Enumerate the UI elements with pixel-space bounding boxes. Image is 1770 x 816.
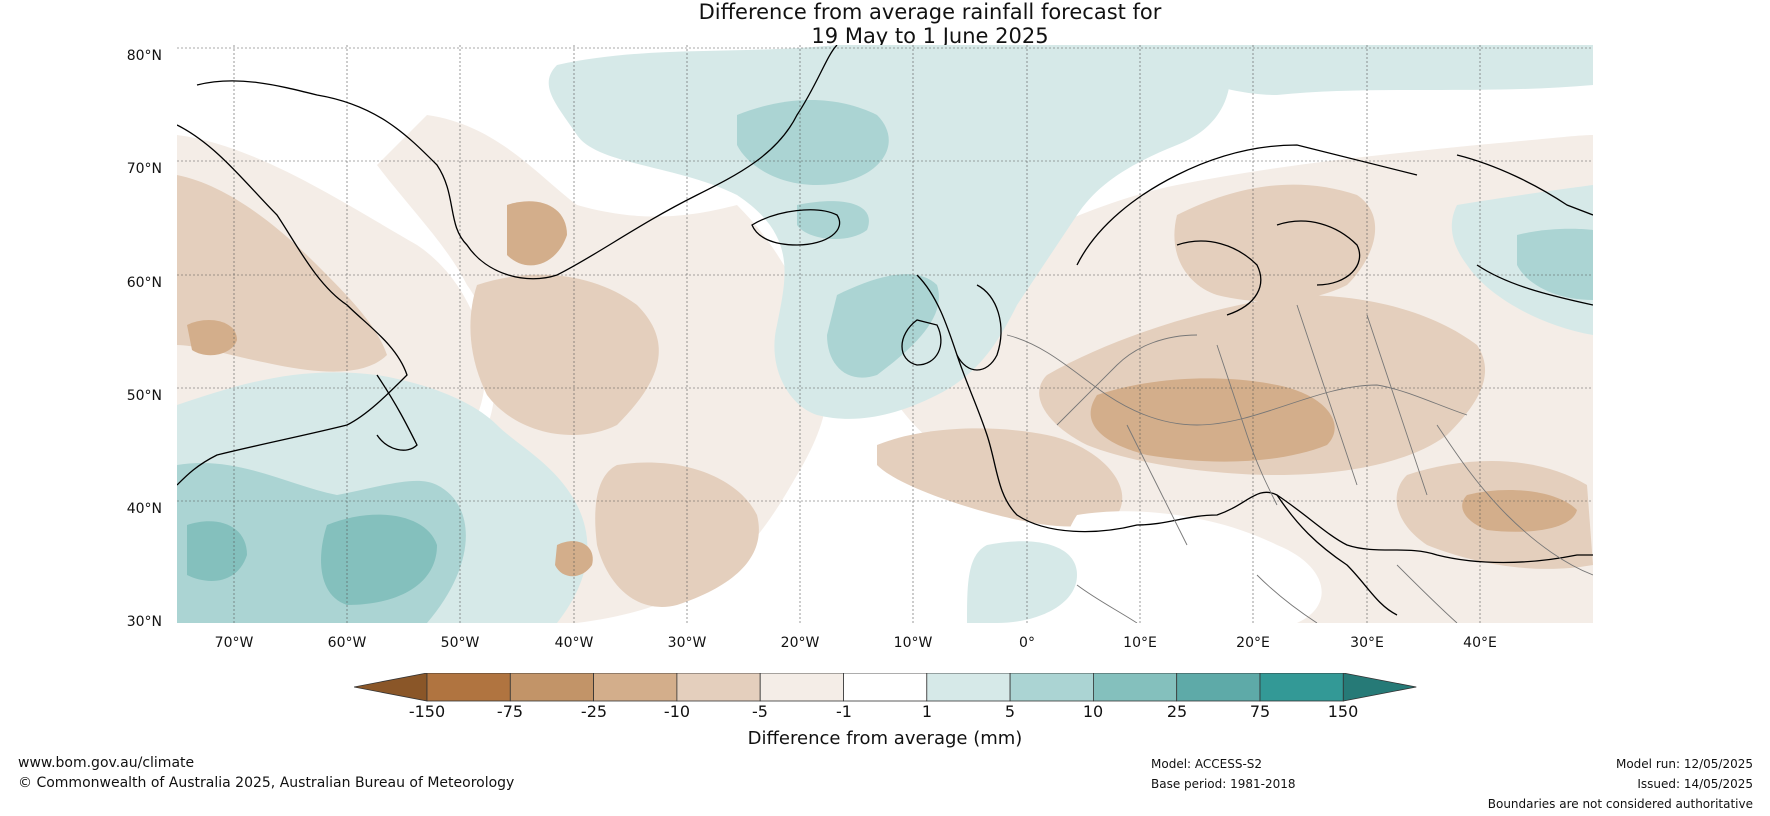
rainfall-map — [177, 45, 1593, 623]
lat-label-40: 40°N — [126, 501, 162, 517]
boundaries-disclaimer: Boundaries are not considered authoritat… — [1487, 797, 1753, 811]
model-run: Model run: 12/05/2025 — [1615, 757, 1753, 771]
colorbar-swatch — [759, 672, 844, 702]
colorbar-swatch — [426, 672, 511, 702]
colorbar-tick: -10 — [663, 702, 691, 721]
website-link[interactable]: www.bom.gov.au/climate — [18, 755, 195, 771]
lon-label-20w: 20°W — [780, 635, 820, 651]
contour-brown-canada-core — [187, 320, 237, 356]
colorbar-tick: -75 — [496, 702, 524, 721]
lon-label-50w: 50°W — [440, 635, 480, 651]
colorbar-swatch-max — [1342, 672, 1417, 702]
map-svg — [177, 45, 1593, 623]
colorbar-tick: -5 — [752, 702, 768, 721]
lon-label-30w: 30°W — [667, 635, 707, 651]
colorbar-swatch — [1009, 672, 1094, 702]
lon-label-20e: 20°E — [1236, 635, 1270, 651]
contour-teal-north-atlantic — [548, 45, 1231, 419]
contour-white-mediterranean — [1062, 511, 1322, 623]
title-line-1: Difference from average rainfall forecas… — [698, 0, 1162, 24]
colorbar-label: Difference from average (mm) — [747, 728, 1023, 749]
colorbar-swatch — [1259, 672, 1344, 702]
lat-label-70: 70°N — [126, 161, 162, 177]
contour-teal-us-east-core — [321, 514, 437, 605]
colorbar-swatch — [1093, 672, 1178, 702]
contour-brown-turkey-core — [1462, 490, 1577, 532]
colorbar-tick: -1 — [836, 702, 852, 721]
contour-brown-greenland-south — [507, 201, 567, 266]
lon-label-60w: 60°W — [327, 635, 367, 651]
issued-date: Issued: 14/05/2025 — [1637, 777, 1753, 791]
lat-label-50: 50°N — [126, 388, 162, 404]
contour-brown-iberia — [877, 428, 1123, 527]
contour-teal-russia-core — [1517, 228, 1593, 300]
base-period: Base period: 1981-2018 — [1151, 777, 1296, 791]
colorbar — [353, 672, 1418, 707]
contour-brown-canada — [177, 175, 387, 372]
colorbar-tick: -150 — [408, 702, 446, 721]
contour-teal-north-atlantic-mid — [737, 100, 889, 185]
colorbar-swatch — [509, 672, 595, 702]
colorbar-swatch-min — [353, 672, 428, 702]
map-title: Difference from average rainfall forecas… — [0, 0, 1770, 48]
contour-teal-north-africa — [967, 541, 1077, 623]
colorbar-tick: -25 — [580, 702, 608, 721]
colorbar-swatch — [1176, 672, 1261, 702]
colorbar-tick: 150 — [1327, 702, 1359, 721]
country-borders — [1006, 304, 1593, 623]
model-name: Model: ACCESS-S2 — [1151, 757, 1263, 771]
lat-label-60: 60°N — [126, 275, 162, 291]
coastlines — [177, 45, 1593, 616]
colorbar-swatch — [676, 672, 761, 702]
contour-teal-arctic — [1157, 45, 1593, 95]
colorbar-swatch — [593, 672, 678, 702]
lon-label-0: 0° — [1019, 635, 1035, 651]
colorbar-tick: 10 — [1082, 702, 1104, 721]
map-gridlines — [177, 45, 1593, 623]
lon-label-10w: 10°W — [893, 635, 933, 651]
lon-label-30e: 30°E — [1350, 635, 1384, 651]
colorbar-tick: 75 — [1249, 702, 1271, 721]
colorbar-tick: 5 — [1004, 702, 1016, 721]
contour-teal-west-uk — [827, 274, 939, 378]
colorbar-swatch — [843, 672, 928, 702]
contour-brown-atlantic-mid — [470, 274, 659, 435]
contour-brown-azores — [595, 462, 759, 607]
colorbar-tick: 1 — [921, 702, 933, 721]
lon-label-10e: 10°E — [1123, 635, 1157, 651]
colorbar-tick: 25 — [1166, 702, 1188, 721]
contour-brown-central-europe-mid — [1090, 378, 1335, 462]
lon-label-40w: 40°W — [554, 635, 594, 651]
contour-brown-scandinavia — [1174, 184, 1376, 302]
lat-label-80: 80°N — [126, 48, 162, 64]
colorbar-svg — [353, 672, 1417, 702]
title-line-2: 19 May to 1 June 2025 — [811, 24, 1049, 48]
copyright-text: © Commonwealth of Australia 2025, Austra… — [18, 775, 515, 791]
lon-label-40e: 40°E — [1463, 635, 1497, 651]
lon-label-70w: 70°W — [214, 635, 254, 651]
contour-teal-iceland-sea — [797, 201, 869, 240]
colorbar-swatch — [926, 672, 1011, 702]
lat-label-30: 30°N — [126, 614, 162, 630]
contour-teal-florida — [187, 521, 247, 581]
